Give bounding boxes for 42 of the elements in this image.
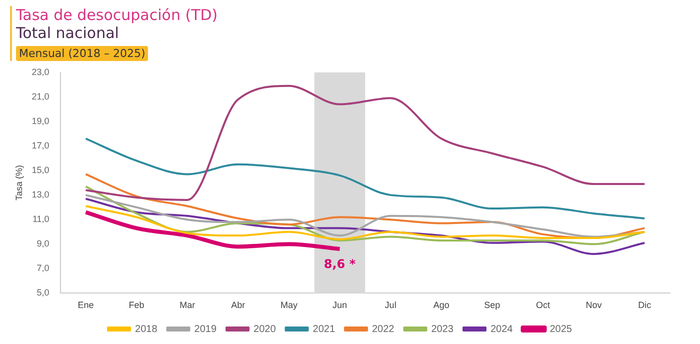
y-tick-label: 5,0 bbox=[36, 288, 50, 298]
line-series bbox=[84, 138, 646, 220]
y-tick-label: 13,0 bbox=[32, 190, 50, 200]
x-tick-label: May bbox=[280, 300, 298, 310]
x-tick-label: Jul bbox=[384, 300, 396, 310]
legend-label: 2019 bbox=[194, 324, 217, 335]
y-tick-label: 7,0 bbox=[36, 263, 50, 274]
line-series bbox=[84, 185, 646, 246]
x-tick-label: Nov bbox=[586, 300, 602, 310]
text: Mensual (2018 – 2025) bbox=[16, 46, 148, 61]
y-tick-label: 23,0 bbox=[32, 66, 50, 77]
legend-label: 2023 bbox=[431, 324, 454, 335]
legend-label: 2021 bbox=[312, 324, 336, 335]
line-series bbox=[84, 205, 646, 240]
x-tick-label: Mar bbox=[180, 300, 196, 310]
y-tick-label: 21,0 bbox=[32, 91, 50, 102]
y-tick-label: 9,0 bbox=[36, 238, 50, 249]
chart-title: Tasa de desocupación (TD) bbox=[16, 6, 218, 24]
line-series bbox=[84, 84, 646, 201]
x-tick-label: Sep bbox=[484, 300, 500, 310]
annotation: 8,6 * bbox=[324, 257, 356, 272]
x-tick-label: Abr bbox=[231, 300, 246, 310]
legend-label: 2025 bbox=[550, 324, 572, 335]
y-axis-title: Tasa (%) bbox=[14, 165, 24, 201]
line-series bbox=[84, 210, 342, 252]
legend-label: 2020 bbox=[254, 324, 276, 335]
x-tick-label: Ago bbox=[433, 300, 450, 310]
legend-label: 2024 bbox=[490, 324, 514, 335]
x-tick-label: Jun bbox=[332, 300, 348, 310]
x-tick-label: Feb bbox=[128, 300, 144, 310]
x-tick-label: Ene bbox=[78, 300, 94, 310]
y-tick-label: 19,0 bbox=[32, 116, 50, 126]
legend-label: 2022 bbox=[372, 324, 395, 335]
y-tick-label: 17,0 bbox=[32, 140, 50, 150]
y-tick-label: 11,0 bbox=[32, 214, 50, 224]
line-series bbox=[84, 173, 646, 239]
line-series bbox=[84, 198, 646, 255]
legend-label: 2018 bbox=[135, 324, 158, 335]
x-tick-label: Oct bbox=[536, 300, 550, 310]
x-tick-label: Dic bbox=[638, 300, 652, 310]
y-tick-label: 15,0 bbox=[32, 165, 50, 176]
chart-subtitle: Total nacional bbox=[16, 24, 120, 42]
